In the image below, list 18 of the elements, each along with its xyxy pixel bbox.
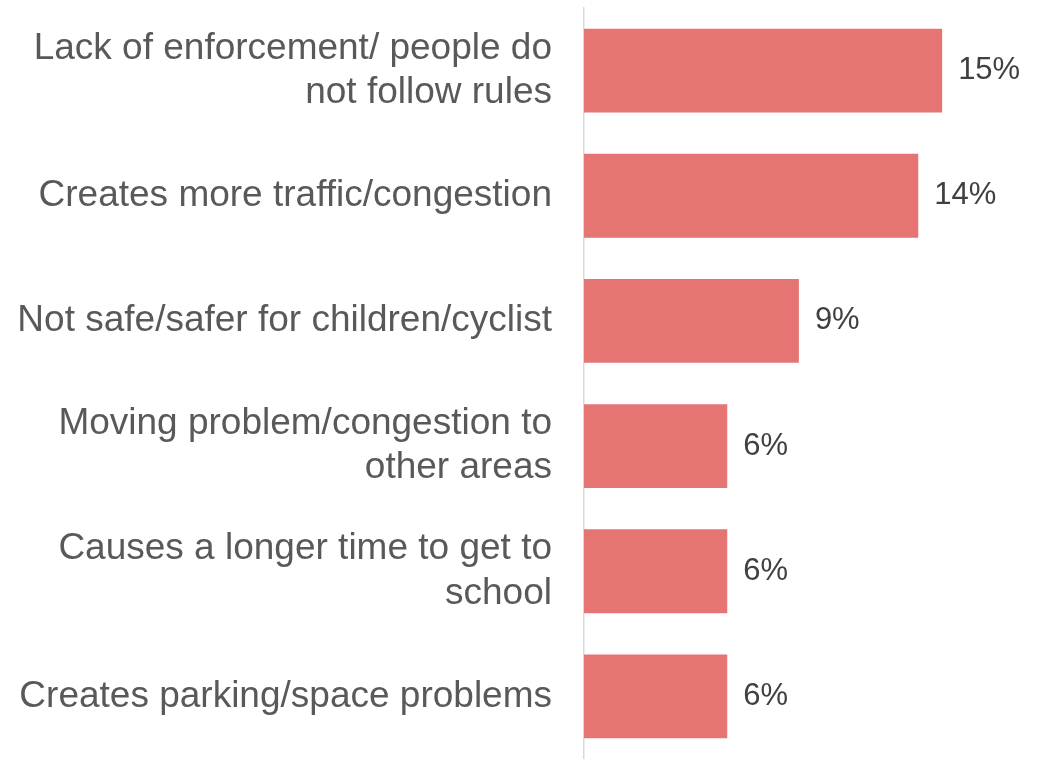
y-tick-label: Creates parking/space problems xyxy=(19,673,552,715)
data-label: 6% xyxy=(743,676,789,712)
y-tick-label: Causes a longer time to get to school xyxy=(58,526,552,612)
data-label: 6% xyxy=(743,551,789,587)
data-label: 9% xyxy=(814,301,860,337)
data-label: 6% xyxy=(743,426,789,462)
bar xyxy=(584,28,943,113)
bar xyxy=(584,654,728,739)
y-tick-label: Moving problem/congestion to other areas xyxy=(58,401,552,487)
y-tick-label: Not safe/safer for children/cyclist xyxy=(17,298,553,340)
bar xyxy=(584,153,919,238)
bar xyxy=(584,404,728,489)
bar xyxy=(584,278,799,363)
data-label: 15% xyxy=(958,51,1021,87)
data-label: 14% xyxy=(934,176,997,212)
y-tick-label: Lack of enforcement/ people do not follow rules xyxy=(33,25,552,111)
y-tick-label: Creates more traffic/congestion xyxy=(38,172,552,214)
bar xyxy=(584,529,728,614)
